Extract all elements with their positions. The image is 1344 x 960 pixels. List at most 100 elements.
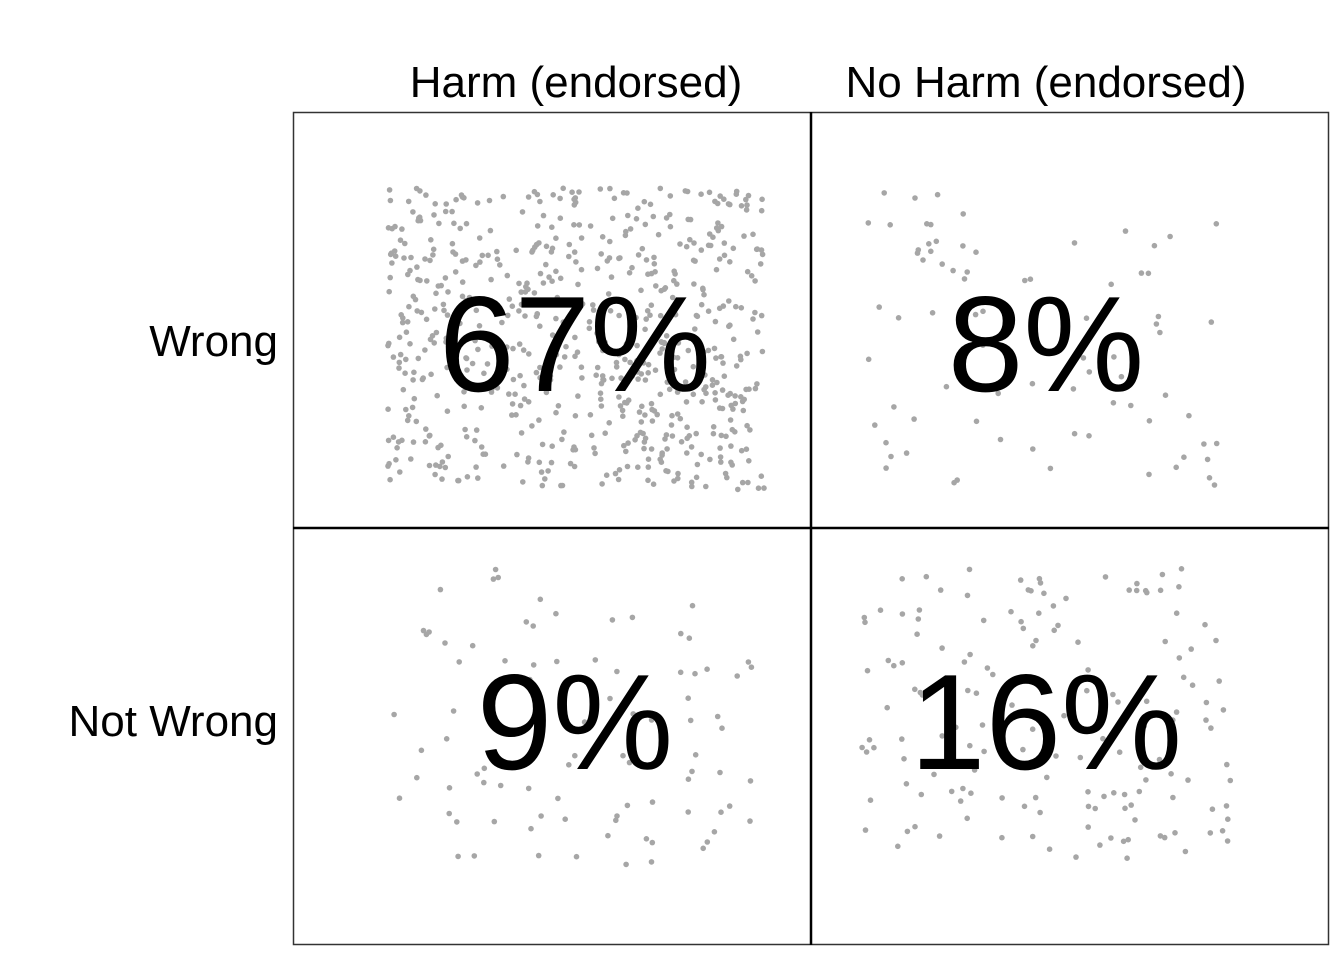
data-point xyxy=(454,345,461,351)
data-point xyxy=(683,243,690,250)
data-point xyxy=(605,832,611,839)
data-point xyxy=(705,347,712,354)
data-point xyxy=(684,450,690,456)
data-point xyxy=(1022,277,1028,284)
data-point xyxy=(690,391,697,398)
data-point xyxy=(1092,805,1098,812)
data-point xyxy=(961,276,968,282)
data-point xyxy=(724,474,730,481)
data-point xyxy=(691,281,697,287)
data-point xyxy=(863,749,870,755)
data-point xyxy=(692,752,699,758)
data-point xyxy=(744,202,750,208)
data-point xyxy=(674,355,681,361)
data-point xyxy=(440,301,447,308)
data-point xyxy=(430,246,437,253)
data-point xyxy=(1204,456,1211,463)
data-point xyxy=(473,427,480,433)
data-point xyxy=(642,412,648,418)
data-point xyxy=(533,369,540,376)
data-point xyxy=(1008,608,1014,615)
data-point xyxy=(411,395,418,402)
data-point xyxy=(539,441,546,448)
data-point xyxy=(701,291,707,298)
data-point xyxy=(486,337,492,343)
data-point xyxy=(761,485,767,491)
data-point xyxy=(669,433,676,439)
data-point xyxy=(717,454,724,460)
data-point xyxy=(587,412,594,418)
data-point xyxy=(1021,803,1028,810)
data-point xyxy=(1201,441,1207,447)
data-point xyxy=(562,816,568,822)
data-point xyxy=(579,375,585,381)
data-point xyxy=(459,279,466,285)
data-point xyxy=(1120,838,1127,845)
data-point xyxy=(391,711,397,718)
data-point xyxy=(460,378,467,385)
data-point xyxy=(705,308,712,315)
data-point xyxy=(626,337,632,343)
data-point xyxy=(401,255,407,261)
data-point xyxy=(1050,603,1057,609)
data-point xyxy=(476,235,483,241)
data-point xyxy=(572,413,579,419)
data-point xyxy=(538,469,545,475)
data-point xyxy=(678,439,685,445)
data-point xyxy=(415,355,422,362)
data-point xyxy=(571,249,578,255)
data-point xyxy=(1223,803,1230,809)
data-point xyxy=(418,309,425,316)
data-point xyxy=(553,351,560,358)
data-point xyxy=(725,201,732,207)
data-point xyxy=(738,203,745,209)
data-point xyxy=(754,329,761,335)
data-point xyxy=(895,315,902,321)
data-point xyxy=(573,259,579,265)
data-point xyxy=(643,257,650,263)
data-point xyxy=(936,833,943,839)
data-point xyxy=(1143,698,1150,705)
data-point xyxy=(405,198,412,205)
data-point xyxy=(564,298,570,305)
data-point xyxy=(636,409,643,415)
cell-percent-not-wrong-no-harm: 16% xyxy=(910,646,1182,798)
data-point xyxy=(939,645,945,651)
data-point xyxy=(455,477,461,484)
data-point xyxy=(441,307,447,314)
data-point xyxy=(444,364,450,371)
data-point xyxy=(571,222,577,228)
data-point xyxy=(973,418,980,425)
data-point xyxy=(635,252,642,258)
data-point xyxy=(418,747,425,754)
data-point xyxy=(522,289,529,295)
data-point xyxy=(650,213,657,220)
data-point xyxy=(410,209,416,215)
data-point xyxy=(1168,717,1175,724)
data-point xyxy=(745,192,752,199)
data-point xyxy=(980,342,986,349)
data-point xyxy=(442,640,448,646)
data-point xyxy=(960,243,966,249)
data-point xyxy=(1208,725,1214,731)
data-point xyxy=(1029,833,1036,840)
data-point xyxy=(1027,276,1034,283)
data-point xyxy=(571,444,577,450)
data-point xyxy=(408,254,414,261)
data-point xyxy=(1219,828,1226,834)
data-point xyxy=(1220,707,1227,713)
data-point xyxy=(1153,321,1160,327)
data-point xyxy=(537,198,543,205)
data-point xyxy=(575,281,581,288)
data-point xyxy=(718,809,724,815)
data-point xyxy=(590,302,596,308)
data-point xyxy=(904,828,911,835)
data-point xyxy=(641,445,647,452)
data-point xyxy=(594,265,601,272)
data-point xyxy=(688,444,695,450)
data-point xyxy=(591,445,597,451)
data-point xyxy=(727,322,733,329)
cell-percent-not-wrong-harm: 9% xyxy=(477,646,674,798)
data-point xyxy=(406,413,412,419)
data-point xyxy=(690,257,697,264)
